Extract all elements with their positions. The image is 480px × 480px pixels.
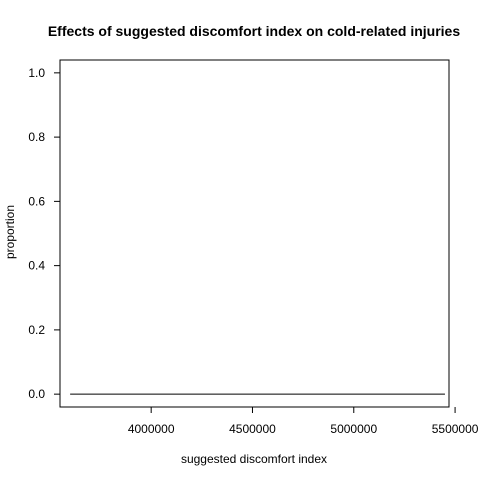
chart-title: Effects of suggested discomfort index on…	[48, 23, 461, 39]
x-axis-label: suggested discomfort index	[181, 452, 327, 466]
x-tick-label: 4500000	[229, 422, 276, 436]
x-axis: 4000000 4500000 5000000 5500000	[128, 407, 479, 436]
x-tick-label: 4000000	[128, 422, 175, 436]
y-axis-label: proportion	[3, 205, 17, 259]
y-axis: 0.0 0.2 0.4 0.6 0.8 1.0	[28, 66, 60, 401]
plot-frame	[59, 59, 450, 408]
y-tick-label: 0.6	[28, 194, 45, 208]
y-tick-label: 0.0	[28, 387, 45, 401]
y-tick-label: 0.8	[28, 130, 45, 144]
y-tick-label: 0.2	[28, 323, 45, 337]
y-tick-label: 0.4	[28, 259, 45, 273]
y-tick-label: 1.0	[28, 66, 45, 80]
x-tick-label: 5000000	[330, 422, 377, 436]
x-tick-label: 5500000	[432, 422, 479, 436]
